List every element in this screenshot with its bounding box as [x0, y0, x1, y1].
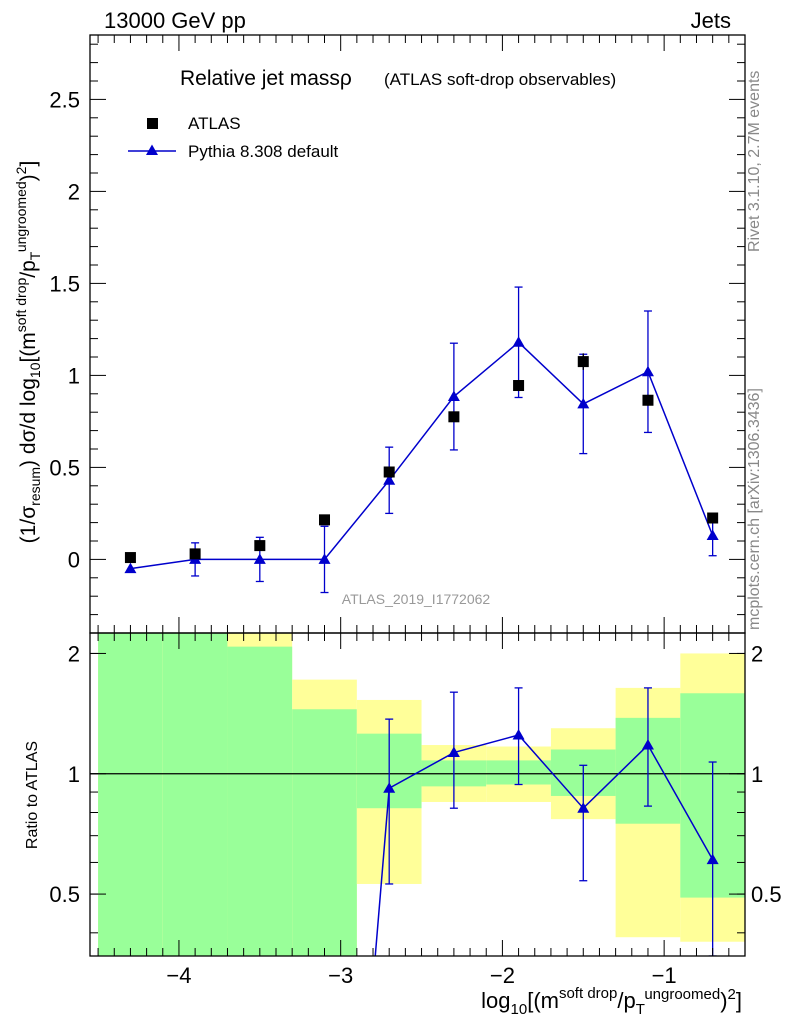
main-pythia-marker-3 [318, 553, 331, 564]
ratio-pythia-marker-4 [641, 739, 654, 750]
ratio-ytick-label-left-0: 0.5 [49, 882, 80, 907]
main-atlas-marker-3 [319, 514, 331, 526]
main-atlas-marker-4 [383, 466, 395, 478]
main-atlas-marker-2 [254, 540, 266, 552]
main-series-group [124, 286, 719, 594]
chart-title: Relative jet massρ [180, 67, 352, 90]
analysis-label: ATLAS_2019_I1772062 [342, 591, 491, 607]
ratio-ytick-label-right-2: 2 [751, 641, 763, 666]
main-pythia-marker-2 [253, 553, 266, 564]
main-ytick-label-0: 0 [68, 547, 80, 572]
main-pythia-marker-4 [383, 474, 396, 485]
ratio-ytick-label-right-0: 0.5 [751, 882, 782, 907]
legend-pythia-label: Pythia 8.308 default [188, 142, 339, 161]
xtick-label-0: −4 [166, 963, 191, 988]
main-panel: 0 0.5 1 1.5 2 2.5 [49, 34, 746, 634]
ratio-band-green-3 [292, 709, 357, 956]
main-ytick-label-3: 1.5 [49, 271, 80, 296]
ratio-y-axis-label: Ratio to ATLAS [24, 741, 41, 849]
legend: ATLAS Pythia 8.308 default [128, 114, 339, 161]
ratio-pythia-marker-1 [447, 746, 460, 758]
xtick-label-2: −2 [490, 963, 515, 988]
ratio-ytick-label-left-1: 1 [68, 762, 80, 787]
main-atlas-marker-5 [448, 411, 460, 423]
chart-subtitle: (ATLAS soft-drop observables) [384, 70, 616, 89]
main-atlas-marker-8 [642, 394, 654, 406]
main-atlas-marker-7 [577, 356, 589, 368]
main-pythia-marker-9 [706, 529, 719, 540]
main-ytick-label-4: 2 [68, 179, 80, 204]
main-atlas-marker-0 [124, 552, 136, 564]
legend-atlas-label: ATLAS [188, 114, 241, 133]
ratio-pythia-marker-0 [383, 782, 396, 793]
ratio-pythia-marker-3 [577, 802, 590, 813]
ratio-panel: 0.5 0.5 1 1 2 2 −4 −3 −2 −1 [49, 35, 782, 988]
main-frame [89, 34, 746, 634]
xtick-label-3: −1 [652, 963, 677, 988]
header-right: Jets [690, 8, 731, 33]
legend-pythia-marker [146, 144, 158, 155]
x-axis-label: log10[(msoft drop/pTungroomed)2] [481, 985, 742, 1018]
ratio-pythia-marker-2 [512, 729, 525, 740]
main-pythia-marker-5 [447, 390, 460, 402]
main-pythia-marker-0 [124, 562, 137, 574]
main-y-axis-label: (1/σresum) dσ/d log10[(msoft drop/pTungr… [13, 161, 43, 544]
ratio-series-group [374, 687, 719, 956]
main-atlas-marker-9 [707, 512, 719, 524]
ratio-ytick-label-right-1: 1 [751, 762, 763, 787]
svg-text:(1/σresum) dσ/d log10[(msoft d: (1/σresum) dσ/d log10[(msoft drop/pTungr… [13, 161, 43, 544]
main-atlas-marker-1 [189, 548, 201, 560]
ratio-band-green-0 [98, 633, 163, 956]
ratio-band-green-1 [162, 633, 228, 956]
main-atlas-marker-6 [513, 380, 525, 392]
ratio-band-green-2 [227, 646, 293, 956]
xtick-label-1: −3 [328, 963, 353, 988]
ratio-pythia-marker-5 [706, 853, 719, 865]
main-pythia-line [130, 341, 714, 570]
main-ytick-label-5: 2.5 [49, 87, 80, 112]
main-ytick-label-1: 0.5 [49, 455, 80, 480]
header-left: 13000 GeV pp [104, 8, 246, 33]
main-pythia-marker-8 [641, 365, 654, 377]
ratio-ytick-label-left-2: 2 [68, 641, 80, 666]
main-pythia-marker-6 [512, 336, 525, 347]
main-ytick-label-2: 1 [68, 363, 80, 388]
legend-atlas-marker [147, 118, 158, 129]
main-pythia-marker-7 [577, 397, 590, 409]
